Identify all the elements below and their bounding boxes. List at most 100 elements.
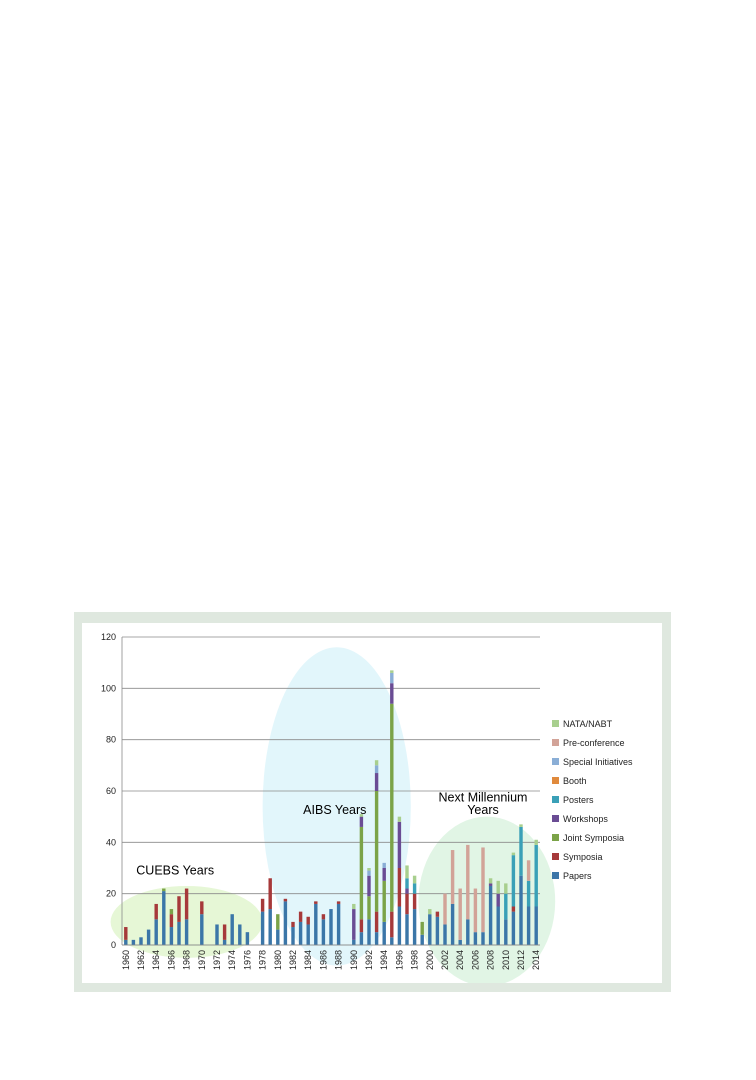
bar-papers-1982 [291, 927, 295, 945]
legend-label-pre-conference: Pre-conference [563, 738, 625, 748]
bar-papers-1960 [124, 939, 128, 945]
bar-workshops-2009 [496, 893, 500, 907]
bar-posters-1997 [405, 878, 409, 889]
bar-nata-nabt-2011 [511, 852, 516, 856]
x-tick-label: 1980 [273, 950, 283, 970]
figure-frame: 0 20 40 60 80 100 120 1960 1962 1964 1966 1968 1970 1… [74, 612, 671, 992]
y-tick-label: 40 [106, 837, 116, 847]
bar-pre-conference-2003 [450, 850, 455, 904]
bar-workshops-1994 [382, 868, 386, 881]
x-tick-label: 1976 [242, 950, 252, 970]
era-annotation: Next Millennium [439, 790, 528, 804]
bar-symposia-1966 [169, 914, 174, 928]
x-tick-label: 1962 [136, 950, 146, 970]
bar-symposia-1984 [306, 916, 310, 925]
x-tick-label: 1966 [166, 950, 176, 970]
legend: NATA/NABT Pre-conference Special Initiativ… [552, 719, 633, 881]
bar-pre-conference-2006 [473, 888, 478, 933]
bar-workshops-1993 [374, 773, 379, 791]
bar-papers-1999 [420, 934, 424, 945]
bar-posters-2012 [519, 826, 523, 876]
x-tick-label: 2010 [501, 950, 511, 970]
bar-papers-2014 [534, 906, 538, 945]
bar-joint-symposia-1992 [367, 896, 371, 920]
bar-nata-nabt-2010 [504, 883, 508, 894]
x-tick-label: 1978 [258, 950, 268, 970]
bar-papers-1972 [215, 924, 219, 945]
legend-label-papers: Papers [563, 871, 592, 881]
bar-symposia-1985 [314, 901, 318, 904]
bar-papers-1994 [382, 921, 386, 945]
x-tick-label: 1970 [197, 950, 207, 970]
bar-papers-1968 [184, 919, 189, 945]
bar-special-initiatives-1995 [390, 672, 394, 684]
bar-symposia-1996 [397, 868, 402, 907]
bar-symposia-1997 [405, 893, 409, 915]
bar-posters-2011 [511, 855, 516, 907]
bar-papers-1987 [329, 909, 333, 945]
bar-papers-2004 [458, 939, 462, 945]
bar-papers-1978 [260, 911, 265, 945]
bar-symposia-1993 [374, 911, 379, 933]
y-tick-label: 100 [101, 683, 116, 693]
bar-papers-1973 [222, 939, 227, 945]
bar-papers-2010 [504, 919, 508, 945]
legend-swatch-symposia [552, 853, 559, 860]
bar-symposia-1981 [283, 898, 288, 902]
bar-symposia-1960 [124, 927, 128, 940]
x-tick-label: 1960 [121, 950, 131, 970]
bar-papers-1985 [314, 903, 318, 945]
era-annotation: AIBS Years [303, 803, 366, 817]
bar-symposia-1967 [177, 896, 181, 922]
bar-joint-symposia-1991 [359, 826, 364, 920]
legend-swatch-booth [552, 777, 559, 784]
y-tick-label: 60 [106, 786, 116, 796]
bar-papers-1963 [146, 929, 151, 945]
bar-nata-nabt-1993 [374, 760, 379, 766]
x-tick-label: 1986 [318, 950, 328, 970]
bar-papers-1990 [352, 939, 356, 945]
bar-special-initiatives-1994 [382, 862, 386, 868]
bar-papers-1992 [367, 919, 371, 945]
bar-nata-nabt-1992 [367, 868, 371, 871]
bar-pre-conference-2013 [526, 860, 531, 881]
x-tick-label: 1974 [227, 950, 237, 970]
bar-papers-1998 [412, 909, 417, 945]
bar-symposia-1988 [336, 901, 341, 904]
legend-swatch-special-initiatives [552, 758, 559, 765]
stacked-bar-chart: 0 20 40 60 80 100 120 1960 1962 1964 1966 1968 1970 1… [101, 632, 633, 983]
x-tick-label: 1988 [334, 950, 344, 970]
bar-symposia-2001 [435, 911, 440, 917]
bars [124, 670, 538, 945]
bar-symposia-1978 [260, 898, 265, 912]
bar-papers-2013 [526, 906, 531, 945]
legend-label-special-initiatives: Special Initiatives [563, 757, 633, 767]
legend-label-workshops: Workshops [563, 814, 608, 824]
bar-papers-1993 [374, 932, 379, 945]
chart-panel: 0 20 40 60 80 100 120 1960 1962 1964 1966 1968 1970 1… [82, 623, 662, 983]
x-tick-label: 2014 [531, 950, 541, 970]
bar-papers-1991 [359, 932, 364, 945]
x-tick-label: 1972 [212, 950, 222, 970]
bar-papers-1997 [405, 914, 409, 945]
bar-papers-1996 [397, 906, 402, 945]
bar-nata-nabt-1990 [352, 903, 356, 910]
bar-papers-1964 [154, 919, 158, 945]
bar-pre-conference-2007 [481, 847, 485, 933]
bar-papers-1981 [283, 901, 288, 945]
x-tick-label: 2000 [425, 950, 435, 970]
bar-papers-2012 [519, 875, 523, 945]
bar-papers-2003 [450, 903, 455, 945]
bar-special-initiatives-1993 [374, 765, 379, 774]
bar-symposia-1986 [321, 914, 326, 920]
bar-papers-2005 [466, 919, 470, 945]
y-tick-label: 80 [106, 735, 116, 745]
bar-papers-1984 [306, 924, 310, 945]
bar-nata-nabt-1996 [397, 816, 402, 822]
legend-swatch-papers [552, 872, 559, 879]
bar-papers-1966 [169, 927, 174, 945]
bar-workshops-2008 [488, 883, 493, 886]
bar-papers-1995 [390, 937, 394, 945]
bar-symposia-1982 [291, 921, 295, 928]
bar-symposia-1995 [390, 911, 394, 938]
